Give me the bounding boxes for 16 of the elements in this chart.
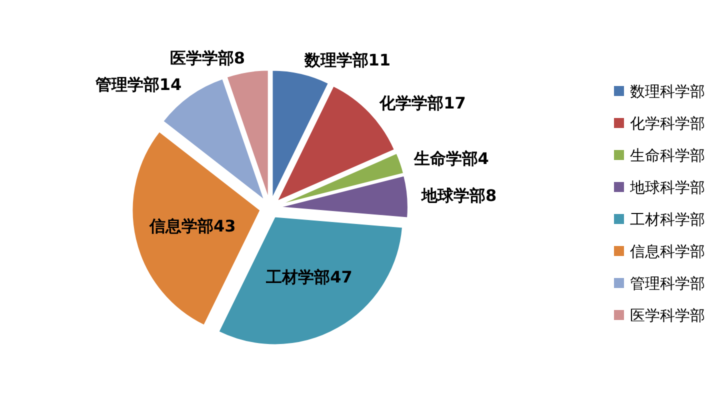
legend-label: 医学科学部	[630, 306, 705, 324]
data-label: 信息学部43	[148, 216, 236, 236]
data-label: 生命学部4	[412, 149, 489, 168]
legend-label: 工材科学部	[630, 210, 705, 228]
data-label: 管理学部14	[94, 74, 182, 94]
legend-label: 管理科学部	[630, 274, 705, 292]
legend-label: 信息科学部	[630, 242, 705, 260]
data-label: 工材学部47	[265, 268, 352, 287]
data-label: 数理学部11	[303, 50, 391, 70]
legend-label: 数理科学部	[630, 82, 705, 100]
data-label: 医学学部8	[170, 48, 245, 68]
legend-label: 化学科学部	[630, 114, 705, 132]
legend-label: 生命科学部	[630, 146, 705, 164]
data-label: 地球学部8	[420, 186, 497, 206]
legend-label: 地球科学部	[629, 178, 705, 196]
data-label: 化学学部17	[378, 93, 466, 112]
